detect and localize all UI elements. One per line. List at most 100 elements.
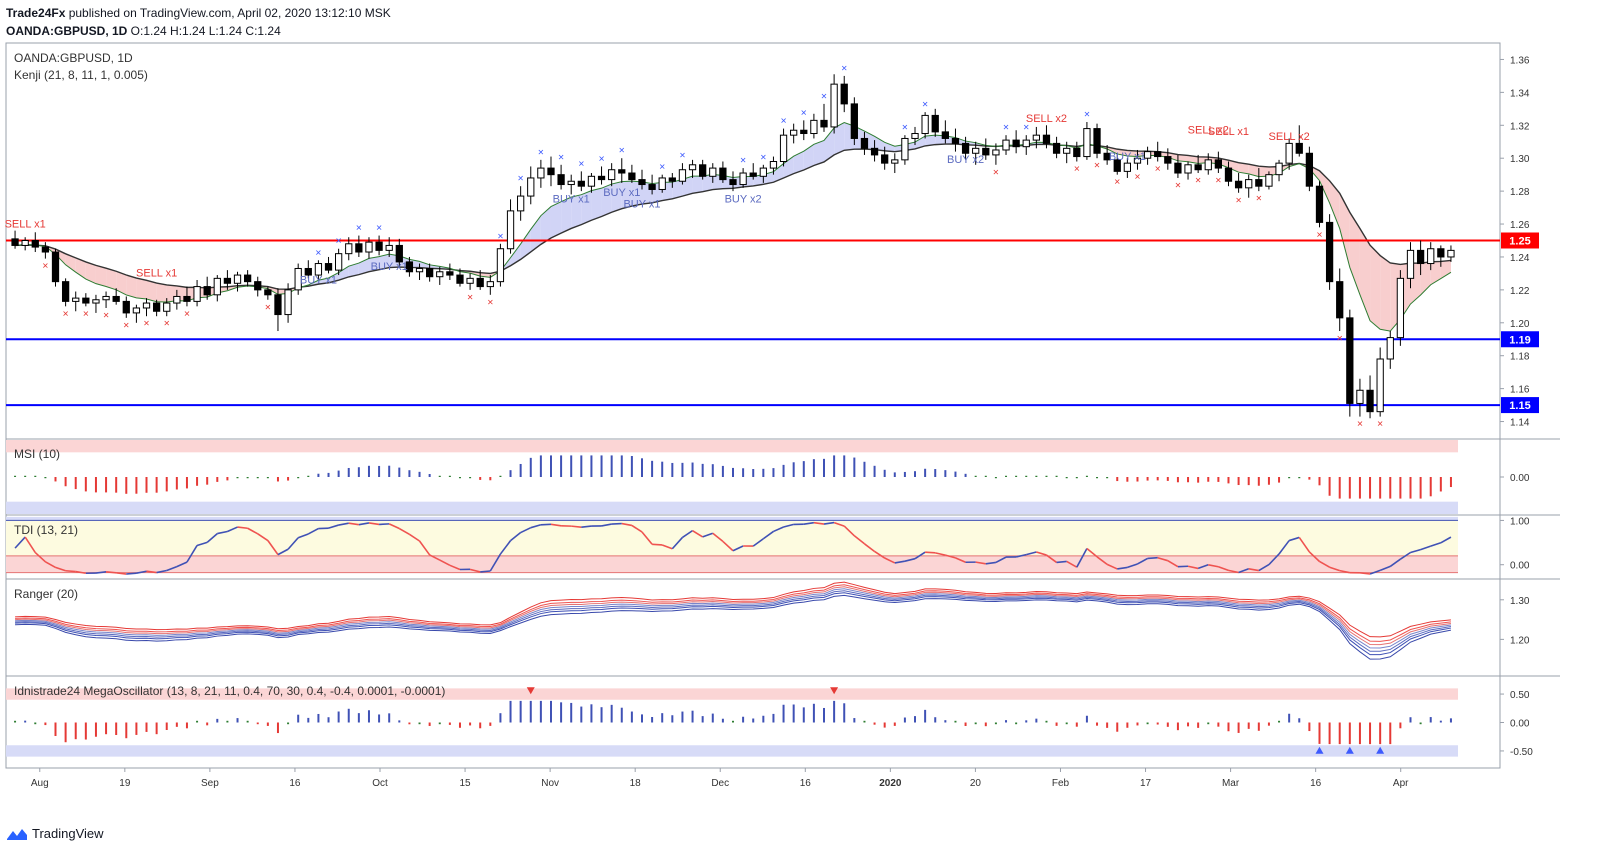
sell-marker: ✕ — [1377, 420, 1384, 429]
kenji-band-segment — [419, 261, 430, 269]
kenji-band-segment — [530, 215, 541, 252]
subpanel-title: TDI (13, 21) — [14, 523, 78, 537]
candle-body — [1022, 139, 1030, 148]
tdi-line-segment — [156, 569, 167, 574]
sell-marker: ✕ — [1175, 181, 1182, 190]
buy-marker: ✕ — [1084, 110, 1091, 119]
candle-body — [587, 175, 596, 187]
tdi-line-segment — [1197, 564, 1209, 570]
tdi-line-segment — [773, 526, 784, 533]
tdi-line-segment — [1096, 556, 1108, 566]
tdi-line-segment — [379, 523, 390, 526]
signal-annotation: SELL x2 — [1026, 113, 1067, 125]
brand-name[interactable]: TradingView — [32, 826, 104, 841]
signal-annotation: BUY x1 — [371, 261, 408, 273]
level-label-1.25: 1.25 — [1509, 236, 1530, 248]
candle-body — [1366, 389, 1374, 413]
tdi-line-segment — [418, 540, 431, 556]
tdi-line-segment — [1410, 548, 1421, 554]
candle-body — [1295, 142, 1303, 154]
tdi-line-segment — [581, 525, 592, 529]
mega-buy-arrow — [1345, 746, 1354, 754]
tdi-line-segment — [510, 531, 522, 542]
tdi-line-segment — [328, 524, 339, 529]
candle-body — [426, 267, 434, 278]
tdi-line-segment — [449, 564, 461, 571]
kenji-band-segment — [783, 156, 794, 178]
tdi-line-segment — [884, 557, 896, 564]
candle-body — [820, 119, 828, 128]
main-title: OANDA:GBPUSD, 1D — [14, 51, 133, 65]
signal-annotation: SELL x1 — [136, 268, 177, 280]
tdi-line-segment — [1076, 548, 1088, 568]
candle-body — [324, 263, 333, 271]
buy-marker: ✕ — [922, 100, 929, 109]
candle-body — [112, 295, 120, 302]
sell-marker: ✕ — [103, 311, 110, 320]
sell-marker: ✕ — [1094, 161, 1101, 170]
candle-body — [870, 147, 879, 156]
candle-body — [1012, 139, 1020, 148]
price-tick-label: 1.26 — [1510, 220, 1530, 231]
tdi-line-segment — [762, 530, 774, 540]
tdi-line-segment — [368, 522, 380, 526]
candle-body — [891, 159, 899, 164]
candle-body — [223, 277, 232, 284]
candle-body — [1113, 159, 1121, 172]
level-label-1.19: 1.19 — [1509, 334, 1530, 346]
tdi-line-segment — [985, 561, 997, 565]
candle-body — [1103, 152, 1111, 161]
candle-body — [1093, 128, 1101, 154]
symbol-info: OANDA:GBPUSD, 1D O:1.24 H:1.24 L:1.24 C:… — [6, 22, 391, 40]
candle-body — [779, 134, 788, 163]
candle-body — [385, 244, 393, 251]
tdi-line-segment — [1248, 568, 1259, 572]
sell-marker: ✕ — [1215, 176, 1222, 185]
buy-marker: ✕ — [538, 148, 545, 157]
kenji-band-segment — [550, 201, 562, 239]
chart-canvas[interactable]: 1.25 1.19 1.15 ✕ ✕ ✕ ✕ ✕ ✕ ✕ ✕ ✕ ✕ ✕ ✕ ✕ ✕ ✕ ✕ ✕ ✕ ✕ ✕ ✕ ✕ ✕ ✕ ✕ ✕ ✕ ✕… — [0, 0, 1602, 820]
tdi-line-segment — [14, 536, 26, 549]
tdi-line-segment — [894, 560, 906, 564]
candle-body — [881, 154, 889, 164]
kenji-band-segment — [621, 181, 632, 209]
tdi-line-segment — [75, 570, 86, 575]
tdi-line-segment — [146, 570, 157, 574]
tdi-line-segment — [863, 543, 876, 553]
tdi-line-segment — [571, 525, 582, 529]
tdi-line-segment — [1238, 568, 1249, 574]
tdi-line-segment — [945, 554, 956, 559]
candle-body — [1447, 249, 1455, 258]
candle-body — [759, 167, 767, 177]
kenji-band-segment — [692, 176, 703, 194]
signal-annotation: SELL x1 — [1208, 126, 1249, 138]
candle-body — [193, 286, 201, 302]
tdi-line-segment — [975, 561, 986, 565]
buy-marker: ✕ — [902, 123, 909, 132]
tdi-line-segment — [1208, 564, 1219, 568]
tdi-line-segment — [1106, 563, 1118, 570]
author-name[interactable]: Trade24Fx — [6, 6, 66, 20]
candle-body — [537, 167, 545, 179]
sell-marker: ✕ — [1073, 165, 1080, 174]
symbol-name[interactable]: OANDA:GBPUSD, 1D — [6, 24, 128, 38]
kenji-band-segment — [1228, 160, 1239, 173]
subpanel-title: Idnistrade24 MegaOscillator (13, 8, 21, … — [14, 684, 445, 698]
tdi-line-segment — [1228, 569, 1239, 574]
kenji-band-segment — [1380, 255, 1391, 332]
candle-body — [203, 286, 211, 296]
tdi-line-segment — [429, 554, 441, 561]
tdi-line-segment — [520, 526, 532, 534]
buy-marker: ✕ — [821, 92, 828, 101]
buy-marker: ✕ — [376, 224, 383, 233]
buy-marker: ✕ — [356, 224, 363, 233]
candle-body — [61, 281, 70, 302]
candle-body — [941, 131, 949, 139]
sell-marker: ✕ — [1235, 196, 1242, 205]
msi-oversold-zone — [6, 501, 1458, 514]
candle-body — [1073, 147, 1081, 158]
candle-body — [1376, 358, 1384, 413]
tdi-upper-zone — [6, 516, 1458, 521]
kenji-band-segment — [85, 261, 96, 284]
tradingview-logo-icon[interactable] — [6, 827, 28, 841]
